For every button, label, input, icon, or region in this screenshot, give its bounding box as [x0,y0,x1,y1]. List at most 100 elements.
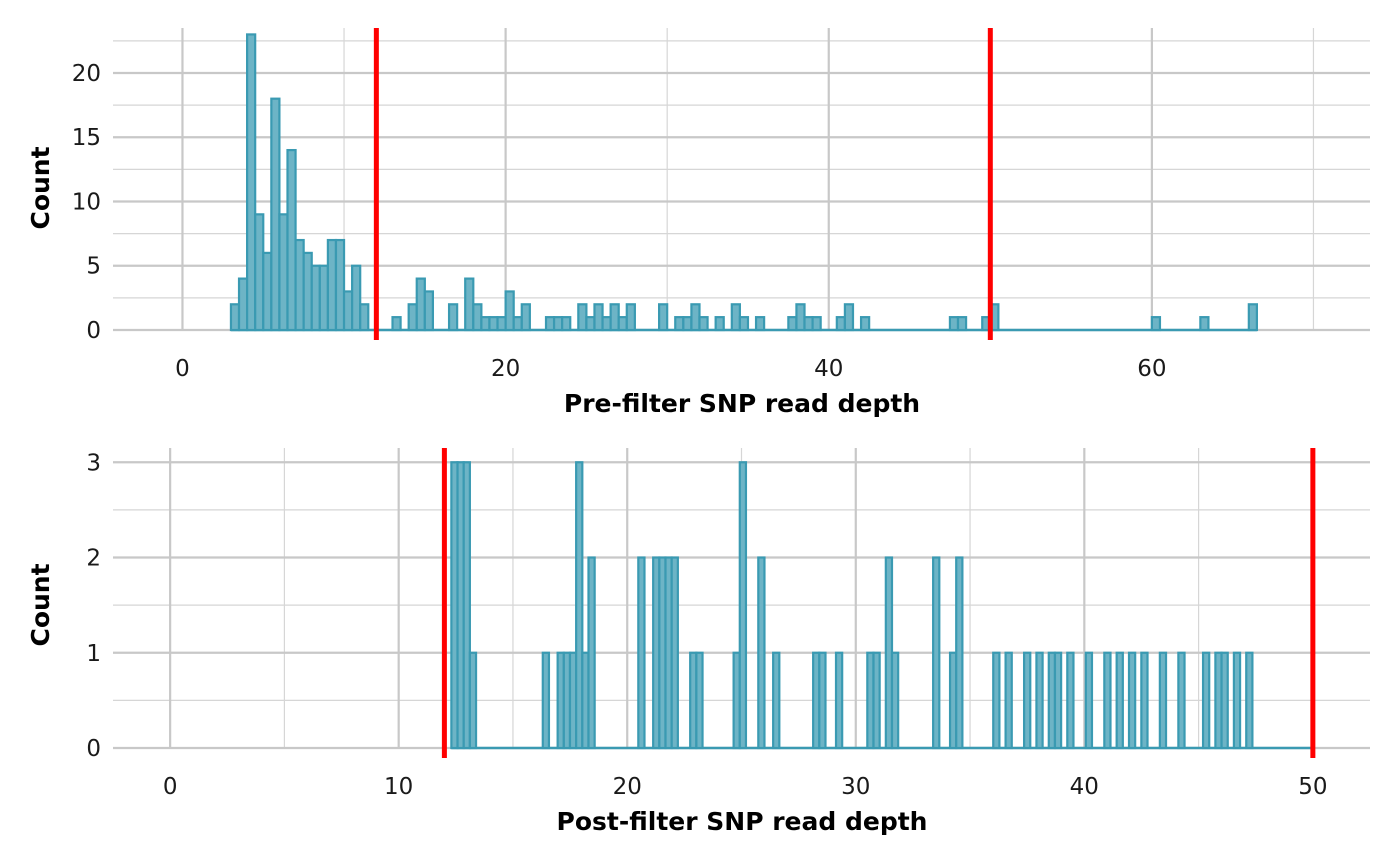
pre-filter-y-tick-label: 10 [72,189,101,215]
post-filter-histogram-bar [1022,651,1032,750]
post-filter-x-tick-label: 0 [163,774,178,800]
post-filter-histogram-bar [932,556,941,750]
post-filter-histogram-bar [637,556,646,750]
pre-filter-histogram-bar [351,264,362,332]
pre-filter-plot-area: 0 20 40 60 0 5 10 15 20 [72,28,1370,382]
pre-filter-histogram-bar [407,303,418,332]
pre-filter-y-axis-title: Count [26,146,55,229]
post-filter-histogram-bar [992,651,1001,750]
post-filter-histogram-bar [575,461,584,750]
pre-filter-histogram-bar [359,303,370,332]
pre-filter-histogram-bar [480,316,491,332]
post-filter-histogram: 0 10 20 30 40 50 0 1 2 3 Post-filter SNP read dept… [26,448,1370,836]
pre-filter-histogram-bar [787,316,798,332]
pre-filter-histogram-bar [803,316,814,332]
pre-filter-histogram-bar [843,303,855,332]
pre-filter-histogram-bar [1247,303,1259,332]
pre-filter-histogram-bar [423,290,435,332]
pre-filter-histogram-bar [472,303,483,332]
pre-filter-histogram-bar [229,303,241,332]
pre-filter-histogram-bar [318,264,329,332]
pre-filter-histogram-bar [262,251,273,332]
pre-filter-histogram-bar [625,303,636,332]
post-filter-histogram-bar [1177,651,1186,750]
pre-filter-histogram-bar [1199,316,1210,332]
post-filter-histogram-bar [1158,651,1168,750]
post-filter-x-tick-label: 30 [841,774,870,800]
pre-filter-histogram-bar [585,316,596,332]
pre-filter-histogram-bar [391,316,402,332]
post-filter-plot-area: 0 10 20 30 40 50 0 1 2 3 [86,448,1370,800]
pre-filter-histogram-bar [447,303,459,332]
pre-filter-histogram-bar [342,290,354,332]
pre-filter-histogram-bar [415,277,426,332]
post-filter-histogram-bar [462,461,471,750]
post-filter-y-tick-label: 0 [86,736,101,762]
pre-filter-histogram-bar [496,316,507,332]
post-filter-histogram-bar [587,556,596,750]
post-filter-histogram-bar [834,651,844,750]
pre-filter-histogram-bar [520,303,531,332]
pre-filter-histogram-bar [601,316,612,332]
pre-filter-histogram-bar [286,148,297,332]
pre-filter-histogram-bar [561,316,572,332]
post-filter-histogram-bar [695,651,704,750]
post-filter-histogram-bar [1115,651,1124,750]
post-filter-y-axis-title: Count [26,563,55,646]
pre-filter-histogram: 0 20 40 60 0 5 10 15 20 Pre-filter SNP read depth… [26,28,1370,418]
pre-filter-histogram-bar [464,277,475,332]
pre-filter-histogram-bar [488,316,499,332]
pre-filter-histogram-bar [237,277,249,332]
post-filter-histogram-bar [1103,651,1112,750]
pre-filter-histogram-bar [795,303,806,332]
pre-filter-histogram-bar [294,238,305,332]
pre-filter-histogram-bar [609,303,620,332]
post-filter-y-tick-label: 3 [86,450,101,476]
post-filter-y-tick-label: 2 [86,546,101,572]
pre-filter-histogram-bar [278,213,289,332]
post-filter-histogram-bar [1084,651,1094,750]
post-filter-histogram-bar [772,651,781,750]
pre-filter-histogram-bar [512,316,523,332]
pre-filter-histogram-bar [334,238,346,332]
pre-filter-histogram-bar [956,316,968,332]
post-filter-histogram-bar [872,651,881,750]
pre-filter-histogram-bar [1150,316,1162,332]
post-filter-y-tick-label: 1 [86,641,101,667]
pre-filter-histogram-bar [948,316,960,332]
pre-filter-histogram-bar [326,238,338,332]
post-filter-histogram-bar [1232,651,1242,750]
pre-filter-histogram-bar [674,316,685,332]
pre-filter-x-tick-label: 20 [491,356,520,382]
pre-filter-histogram-bar [682,316,693,332]
pre-filter-histogram-bar [811,316,822,332]
pre-filter-y-tick-label: 5 [86,254,101,280]
pre-filter-histogram-bar [246,33,257,332]
pre-filter-histogram-bar [254,213,265,332]
pre-filter-histogram-bar [658,303,669,332]
pre-filter-x-tick-label: 40 [814,356,843,382]
post-filter-x-tick-label: 40 [1070,774,1099,800]
post-filter-x-tick-label: 10 [384,774,413,800]
pre-filter-histogram-bar [730,303,741,332]
post-filter-histogram-bar [1053,651,1063,750]
pre-filter-histogram-bar [738,316,750,332]
post-filter-histogram-bar [541,651,551,750]
pre-filter-histogram-bar [504,290,515,332]
post-filter-histogram-bar [818,651,827,750]
pre-filter-y-tick-label: 0 [86,318,101,344]
pre-filter-histogram-bar [859,316,871,332]
pre-filter-y-tick-label: 20 [72,61,101,87]
pre-filter-histogram-bar [310,264,321,332]
pre-filter-histogram-bar [754,316,766,332]
post-filter-histogram-bar [955,556,964,750]
post-filter-histogram-bar [1140,651,1149,750]
post-filter-histogram-bar [468,651,478,750]
post-filter-histogram-bar [890,651,900,750]
post-filter-histogram-bar [1245,651,1254,750]
pre-filter-x-tick-label: 0 [175,356,190,382]
pre-filter-histogram-bar [698,316,709,332]
post-filter-x-tick-label: 20 [613,774,642,800]
pre-filter-histogram-bar [714,316,725,332]
